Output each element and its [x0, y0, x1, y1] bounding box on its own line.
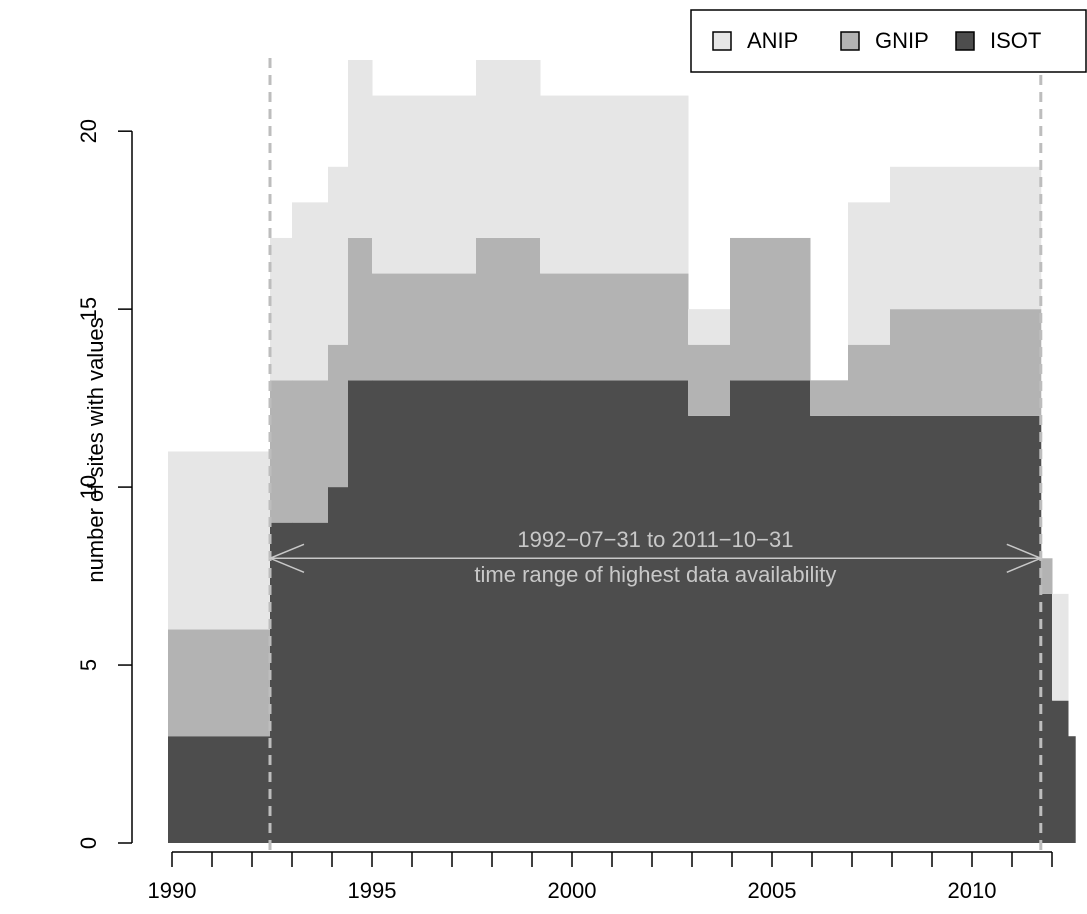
bar-segment: [372, 273, 477, 381]
bar-segment: [476, 237, 541, 381]
bar-segment: [730, 237, 811, 381]
bar-segment: [848, 344, 891, 416]
y-tick-label: 0: [76, 837, 101, 849]
bar-segment: [270, 237, 293, 381]
y-tick-label: 5: [76, 659, 101, 671]
x-tick-label: 2005: [748, 878, 797, 903]
bar-segment: [328, 487, 349, 843]
bar-segment: [540, 273, 689, 381]
bar-segment: [476, 60, 541, 238]
y-axis-label: number of sites with values: [83, 317, 108, 582]
bar-segment: [1040, 593, 1053, 843]
bar-segment: [890, 166, 1042, 310]
bar-segment: [292, 380, 329, 523]
bar-segment: [1052, 593, 1069, 701]
bar-segment: [348, 60, 373, 238]
bar-segment: [168, 629, 271, 737]
bar-segment: [890, 309, 1042, 416]
bar-segment: [328, 166, 349, 345]
bar-segment: [292, 202, 329, 381]
bar-segment: [372, 380, 477, 843]
arrowhead: [268, 543, 305, 573]
bar-segment: [348, 380, 373, 843]
arrowhead: [1006, 543, 1043, 573]
bar-segment: [168, 736, 271, 843]
bar-segment: [540, 380, 689, 843]
x-tick-label: 2000: [548, 878, 597, 903]
bar-segment: [540, 95, 689, 274]
legend-swatch: [712, 31, 732, 51]
legend-label: ANIP: [747, 28, 798, 53]
x-tick-label: 2010: [948, 878, 997, 903]
x-tick-label: 1990: [148, 878, 197, 903]
bar-segment: [848, 415, 891, 843]
annotation-text: 1992−07−31 to 2011−10−31: [517, 527, 793, 552]
bar-segment: [848, 202, 891, 345]
bar-segment: [890, 415, 1042, 843]
bar-segment: [270, 522, 293, 843]
bar-segment: [810, 380, 849, 416]
y-tick-label: 10: [76, 475, 101, 499]
bar-segment: [168, 451, 271, 630]
bar-segment: [688, 309, 731, 345]
bar-segment: [1052, 700, 1069, 843]
bar-segment: [348, 237, 373, 381]
bar-segment: [270, 380, 293, 523]
legend-swatch: [955, 31, 975, 51]
legend-box: [690, 9, 1087, 73]
bar-segment: [476, 380, 541, 843]
annotation-text: time range of highest data availability: [474, 562, 836, 587]
bar-segment: [810, 415, 849, 843]
bar-segment: [1040, 558, 1053, 594]
y-tick-label: 15: [76, 297, 101, 321]
bar-segment: [372, 95, 477, 274]
legend-label: ISOT: [990, 28, 1041, 53]
x-tick-label: 1995: [348, 878, 397, 903]
bar-segment: [688, 415, 731, 843]
bar-segment: [292, 522, 329, 843]
bar-segment: [1068, 736, 1076, 843]
bar-segment: [730, 380, 811, 843]
legend-label: GNIP: [875, 28, 929, 53]
y-tick-label: 20: [76, 119, 101, 143]
bar-segment: [328, 344, 349, 488]
legend-swatch: [840, 31, 860, 51]
bar-segment: [688, 344, 731, 416]
